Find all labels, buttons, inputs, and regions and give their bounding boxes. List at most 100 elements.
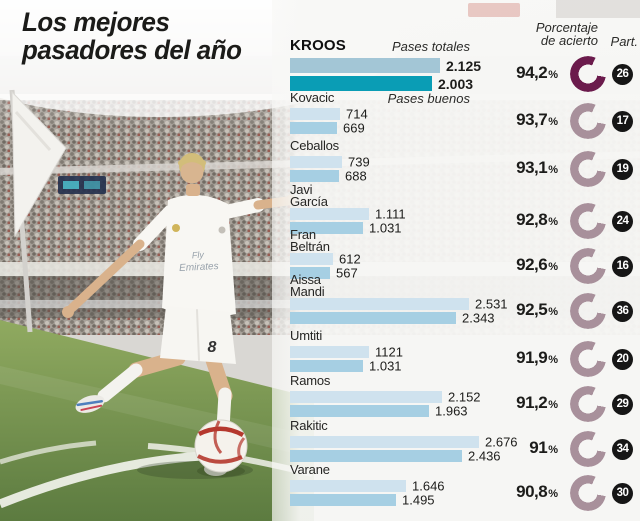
total-passes-value: 2.125	[446, 57, 482, 74]
bar-total-passes: 2.125	[290, 58, 481, 74]
matches-played-badge: 26	[612, 64, 633, 85]
accuracy-donut-icon	[570, 151, 606, 187]
accuracy-donut-icon	[570, 341, 606, 377]
matches-played-badge: 30	[612, 483, 633, 504]
accuracy-percentage: 92,8%	[516, 210, 558, 229]
accuracy-percentage: 92,6%	[516, 255, 558, 274]
bar-good-passes: 1.031	[290, 359, 402, 374]
good-passes-value: 1.963	[435, 403, 468, 419]
player-name: Umtiti	[290, 328, 323, 343]
matches-played-badge: 29	[612, 394, 633, 415]
player-head	[180, 160, 204, 184]
football	[194, 419, 248, 477]
bar-good-passes: 2.343	[290, 311, 495, 326]
column-header-participation: Part.	[610, 34, 638, 49]
bar-total-passes: 1.646	[290, 479, 445, 494]
accuracy-donut-icon	[570, 475, 606, 511]
player-row-rakitic: Rakitic 2.676 2.436 91% 34	[290, 418, 636, 470]
good-passes-value: 1.495	[402, 492, 435, 508]
shirt	[162, 194, 236, 317]
bar-total-passes: 714	[290, 107, 368, 122]
matches-played-badge: 36	[612, 301, 633, 322]
total-passes-value: 1121	[375, 344, 403, 360]
good-passes-value: 688	[345, 168, 367, 184]
good-passes-value: 567	[336, 265, 358, 281]
player-row-ramos: Ramos 2.152 1.963 91,2% 29	[290, 374, 636, 425]
good-passes-value: 2.436	[468, 448, 501, 464]
led-scoreboard	[58, 176, 106, 194]
player-name: KROOS	[290, 37, 347, 54]
total-passes-value: 739	[348, 154, 370, 170]
player-name: Rakitic	[290, 418, 328, 433]
matches-played-badge: 17	[612, 111, 633, 132]
bar-good-passes: 1.031	[290, 221, 402, 236]
bar-total-passes: 739	[290, 155, 370, 170]
matches-played-badge: 34	[612, 439, 633, 460]
player-name: Fran Beltrán	[290, 227, 330, 254]
bar-good-passes: 688	[290, 169, 367, 184]
total-passes-value: 2.531	[475, 296, 508, 312]
accuracy-percentage: 91%	[529, 438, 558, 457]
shirt-number: 8	[208, 339, 217, 356]
league-patch	[218, 226, 226, 234]
player-row-kroos: KROOS 2.125 2.003 94,2% 26	[290, 37, 636, 92]
matches-played-badge: 24	[612, 211, 633, 232]
accuracy-percentage: 93,7%	[516, 110, 558, 129]
good-passes-value: 2.343	[462, 310, 495, 326]
good-passes-value: 1.031	[369, 358, 402, 374]
accuracy-percentage: 94,2%	[516, 63, 558, 82]
title-line2: pasadores del año	[22, 35, 242, 65]
legend-pases-totales: Pases totales	[391, 39, 470, 54]
title-line1: Los mejores	[22, 7, 170, 37]
page-title: Los mejores pasadores del año	[22, 7, 242, 65]
bar-good-passes: 669	[290, 121, 365, 136]
player-row-javi: Javi García 1.111 1.031 92,8% 24	[290, 182, 636, 239]
total-passes-value: 714	[346, 106, 368, 122]
accuracy-donut-icon	[570, 293, 606, 329]
bar-total-passes: 2.676	[290, 435, 518, 450]
player-name: Varane	[290, 462, 330, 477]
matches-played-badge: 20	[612, 349, 633, 370]
bar-total-passes: 1121	[290, 345, 403, 360]
legend-pases-buenos: Pases buenos	[387, 91, 470, 106]
accuracy-percentage: 93,1%	[516, 158, 558, 177]
scoreboard-photo-fragment	[468, 3, 520, 17]
accuracy-donut-icon	[570, 56, 606, 92]
total-passes-value: 1.111	[375, 206, 406, 222]
accuracy-donut-icon	[570, 248, 606, 284]
photo-fragment	[556, 0, 640, 18]
bar-good-passes: 1.495	[290, 493, 435, 508]
accuracy-percentage: 91,2%	[516, 393, 558, 412]
player-row-umtiti: Umtiti 1121 1.031 91,9% 20	[290, 328, 636, 380]
bar-total-passes: 1.111	[290, 207, 406, 222]
good-passes-value: 1.031	[369, 220, 402, 236]
player-name: Ceballos	[290, 138, 339, 153]
bar-good-passes: 2.436	[290, 449, 501, 464]
bar-good-passes: 2.003	[290, 76, 473, 92]
total-passes-value: 2.152	[448, 389, 481, 405]
accuracy-percentage: 90,8%	[516, 482, 558, 501]
club-crest	[172, 224, 180, 232]
player-name: Aissa Mandi	[290, 272, 325, 299]
sponsor-text-line1: Fly	[192, 250, 205, 261]
accuracy-donut-icon	[570, 203, 606, 239]
good-passes-value: 669	[343, 120, 365, 136]
matches-played-badge: 19	[612, 159, 633, 180]
player-row-ceballos: Ceballos 739 688 93,1% 19	[290, 138, 636, 190]
bar-good-passes: 1.963	[290, 404, 468, 419]
player-row-fran: Fran Beltrán 612 567 92,6% 16	[290, 227, 636, 284]
accuracy-donut-icon	[570, 103, 606, 139]
player-name: Kovacic	[290, 90, 335, 105]
player-row-aissa: Aissa Mandi 2.531 2.343 92,5% 36	[290, 272, 636, 329]
player-row-kovacic: Kovacic 714 669 93,7% 17	[290, 90, 636, 142]
bar-total-passes: 2.531	[290, 297, 508, 312]
total-passes-value: 612	[339, 251, 361, 267]
matches-played-badge: 16	[612, 256, 633, 277]
corner-flag	[9, 89, 67, 333]
bar-total-passes: 2.152	[290, 390, 481, 405]
player-row-varane: Varane 1.646 1.495 90,8% 30	[290, 462, 636, 514]
accuracy-percentage: 91,9%	[516, 348, 558, 367]
player-name: Javi García	[290, 182, 328, 209]
